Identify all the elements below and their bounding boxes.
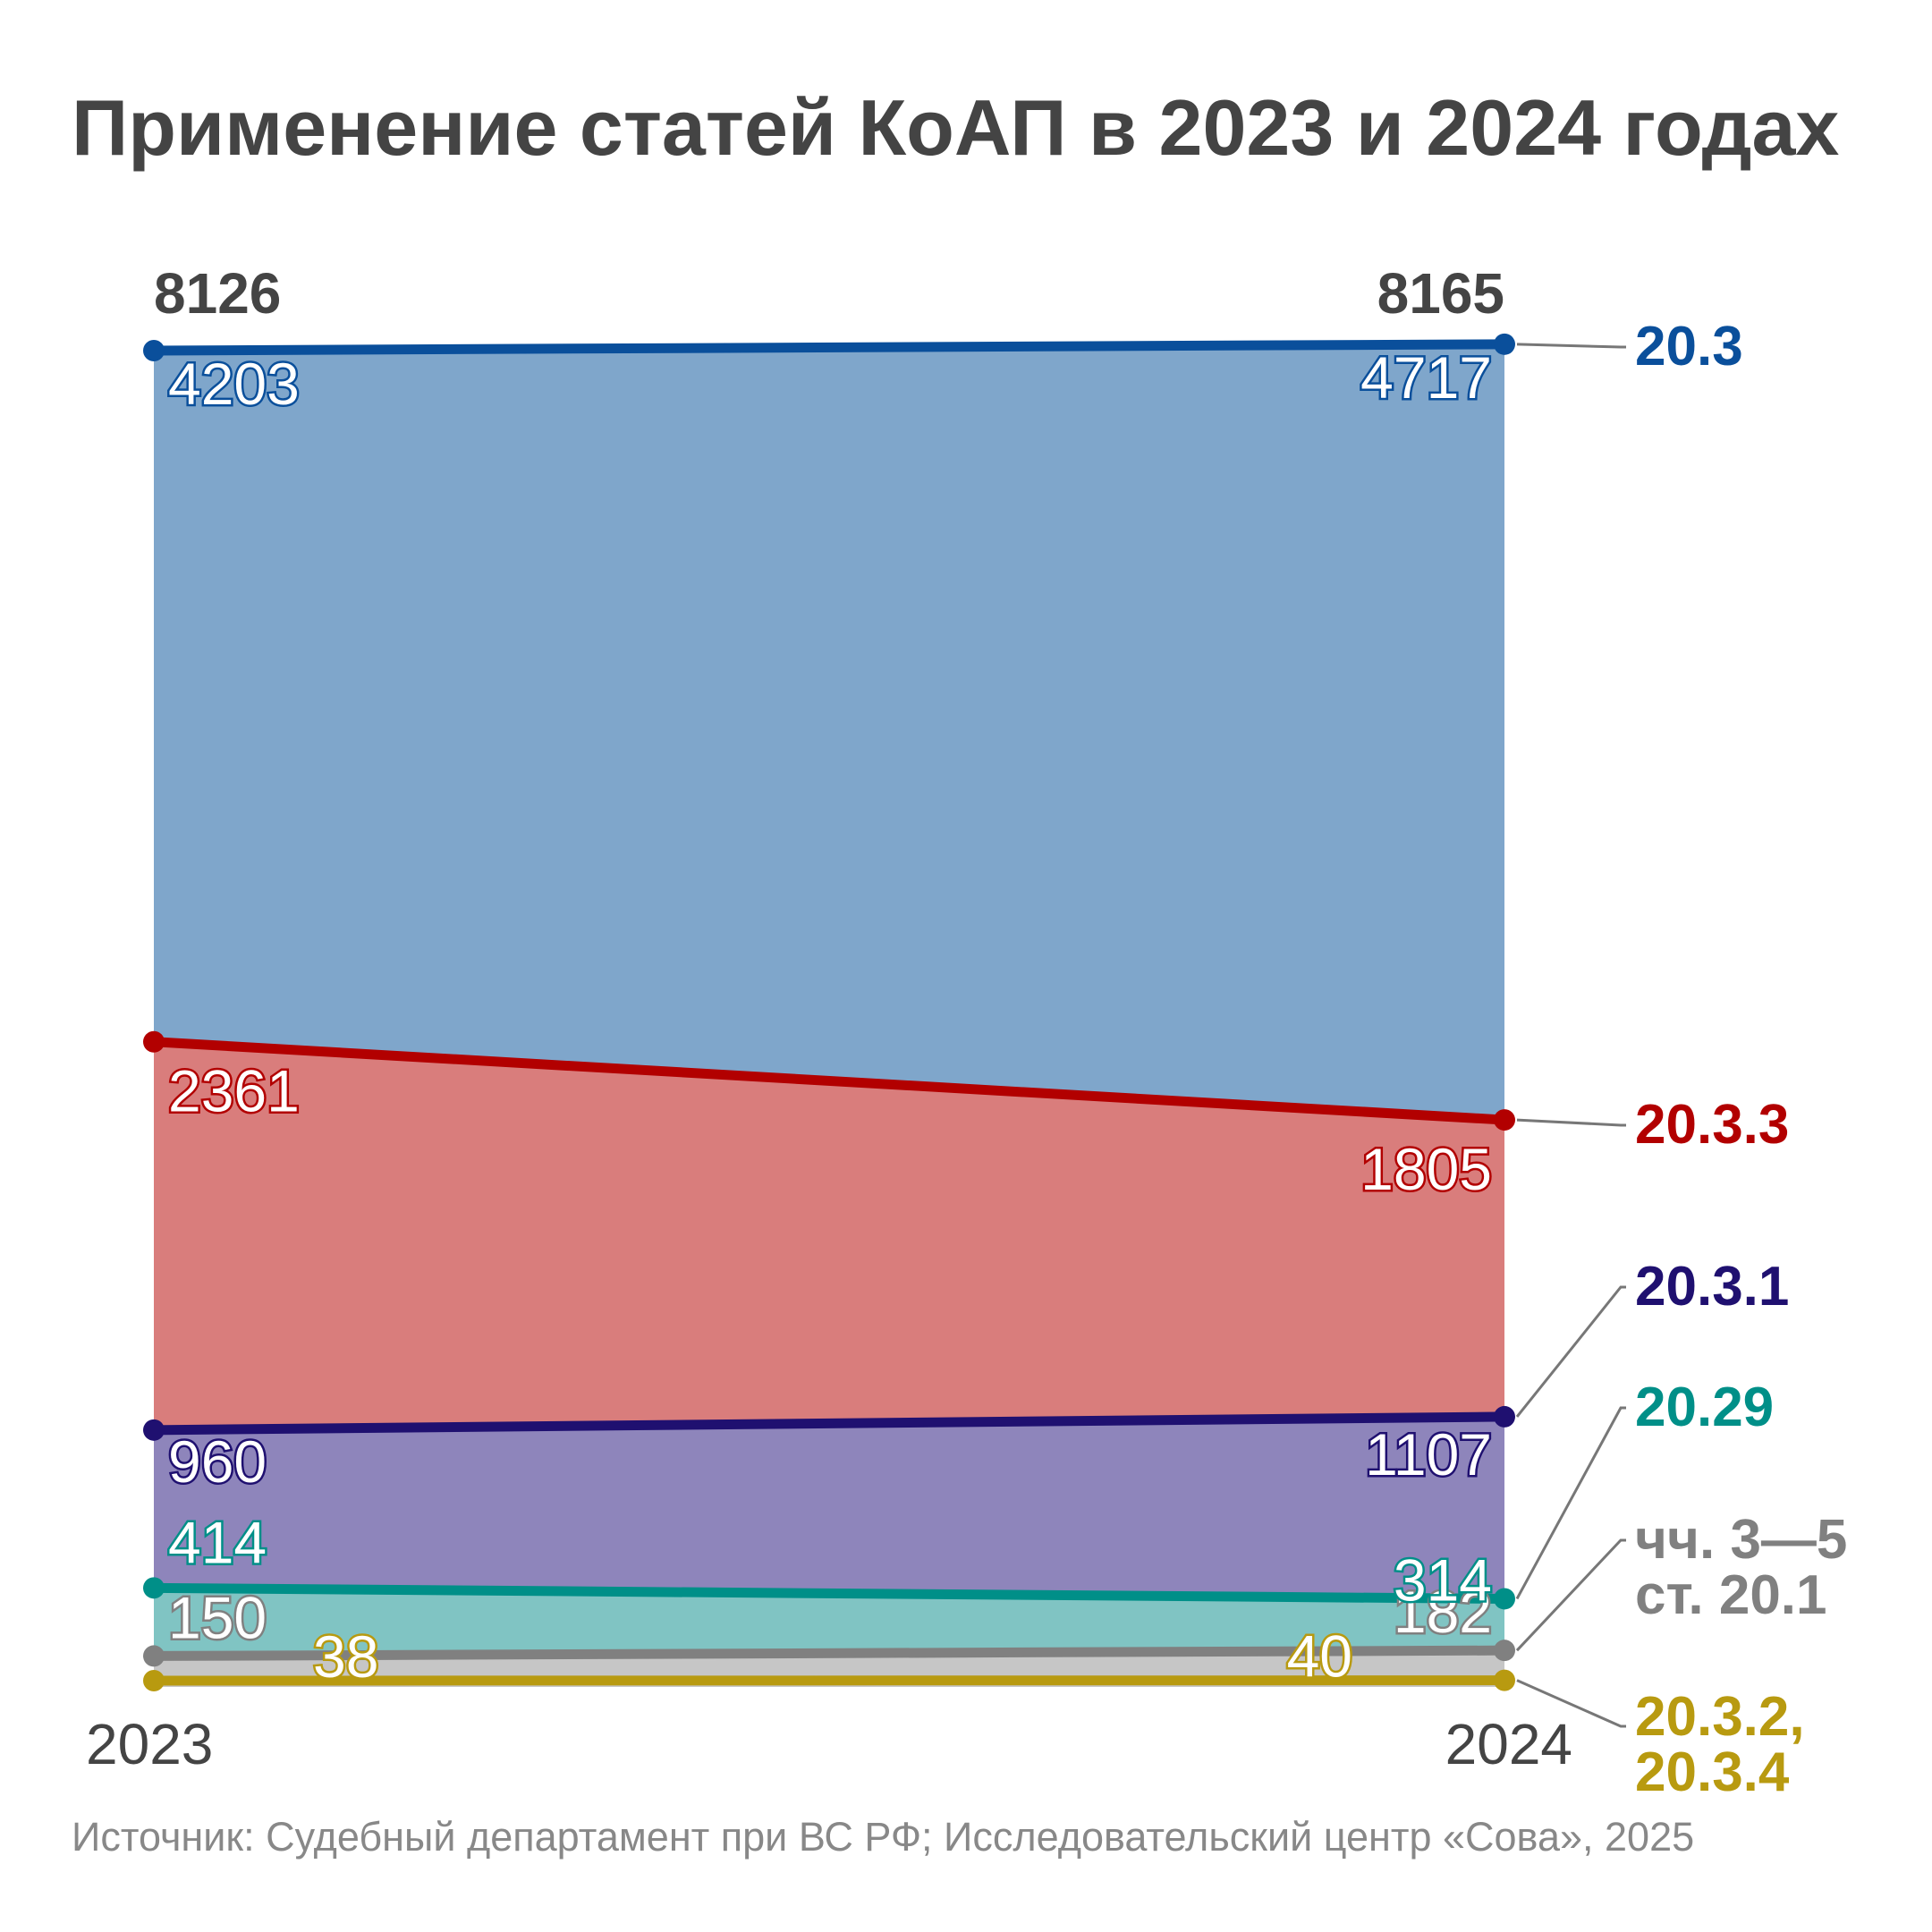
series-point-5-2: [1494, 1109, 1515, 1131]
series-point-6-1: [143, 340, 165, 361]
series-point-2-2: [1494, 1640, 1515, 1662]
series-point-4-2: [1494, 1405, 1515, 1428]
x-tick-label: 2024: [1445, 1712, 1572, 1776]
series-point-3-2: [1494, 1588, 1515, 1610]
total-label: 8165: [1377, 261, 1504, 326]
source-note: Источник: Судебный департамент при ВС РФ…: [72, 1814, 1695, 1860]
series-point-5-1: [143, 1030, 165, 1053]
area-6: [154, 343, 1504, 1121]
series-point-2-1: [143, 1645, 165, 1667]
legend-connector: [1516, 1118, 1626, 1127]
legend-connector: [1516, 343, 1626, 349]
series-point-3-1: [143, 1577, 165, 1599]
series-line-6: [153, 339, 1505, 356]
area-4: [154, 1416, 1504, 1599]
value-label: 150: [168, 1584, 267, 1650]
series-line-2: [153, 1645, 1505, 1661]
series-line-5: [153, 1037, 1505, 1125]
legend-connector: [1515, 1406, 1626, 1600]
legend-connector: [1515, 1285, 1626, 1418]
series-line-4: [153, 1411, 1505, 1436]
data-labels: 38 40 150 182 414 314 960 1107 2361 1805 4203 4717 8…: [154, 261, 1504, 1692]
area-fills: [154, 343, 1504, 1687]
value-label: 960: [168, 1428, 267, 1495]
legend-label: 20.3.2, 20.3.4: [1635, 1686, 1805, 1803]
x-axis: 2023 2024: [86, 1712, 1572, 1776]
legend-label: 20.3.3: [1635, 1094, 1789, 1156]
series-point-6-2: [1494, 333, 1515, 355]
area-5: [154, 1041, 1504, 1430]
total-label: 8126: [154, 261, 281, 326]
legend-label: чч. 3—5 ст. 20.1: [1635, 1509, 1847, 1626]
value-label: 1107: [1365, 1421, 1492, 1487]
legend-connectors: [1515, 343, 1626, 1728]
legend-connector: [1515, 1538, 1626, 1652]
value-label: 1805: [1360, 1136, 1492, 1202]
area-3: [154, 1588, 1504, 1657]
value-label: 182: [1394, 1579, 1492, 1645]
series-point-1-1: [143, 1670, 165, 1692]
series-point-1-2: [1494, 1669, 1515, 1691]
value-label: 38: [313, 1623, 378, 1690]
series-line-3: [153, 1582, 1505, 1604]
chart-title: Применение статей КоАП в 2023 и 2024 год…: [72, 83, 1840, 172]
value-label: 40: [1287, 1623, 1352, 1690]
legend-label: 20.3.1: [1635, 1256, 1789, 1318]
value-label: 414: [168, 1509, 267, 1575]
value-label: 4717: [1360, 344, 1492, 411]
x-tick-label: 2023: [86, 1712, 213, 1776]
series-lines: [143, 333, 1515, 1692]
series-point-4-1: [143, 1419, 165, 1441]
legend: 20.3.2, 20.3.4 чч. 3—5 ст. 20.1 20.29 20.3.1 2…: [1635, 316, 1847, 1803]
legend-label: 20.3: [1635, 316, 1743, 377]
value-label: 314: [1394, 1546, 1492, 1613]
value-label: 2361: [168, 1058, 300, 1124]
legend-connector: [1516, 1679, 1626, 1728]
legend-label: 20.29: [1635, 1377, 1774, 1438]
value-label: 4203: [168, 351, 300, 417]
